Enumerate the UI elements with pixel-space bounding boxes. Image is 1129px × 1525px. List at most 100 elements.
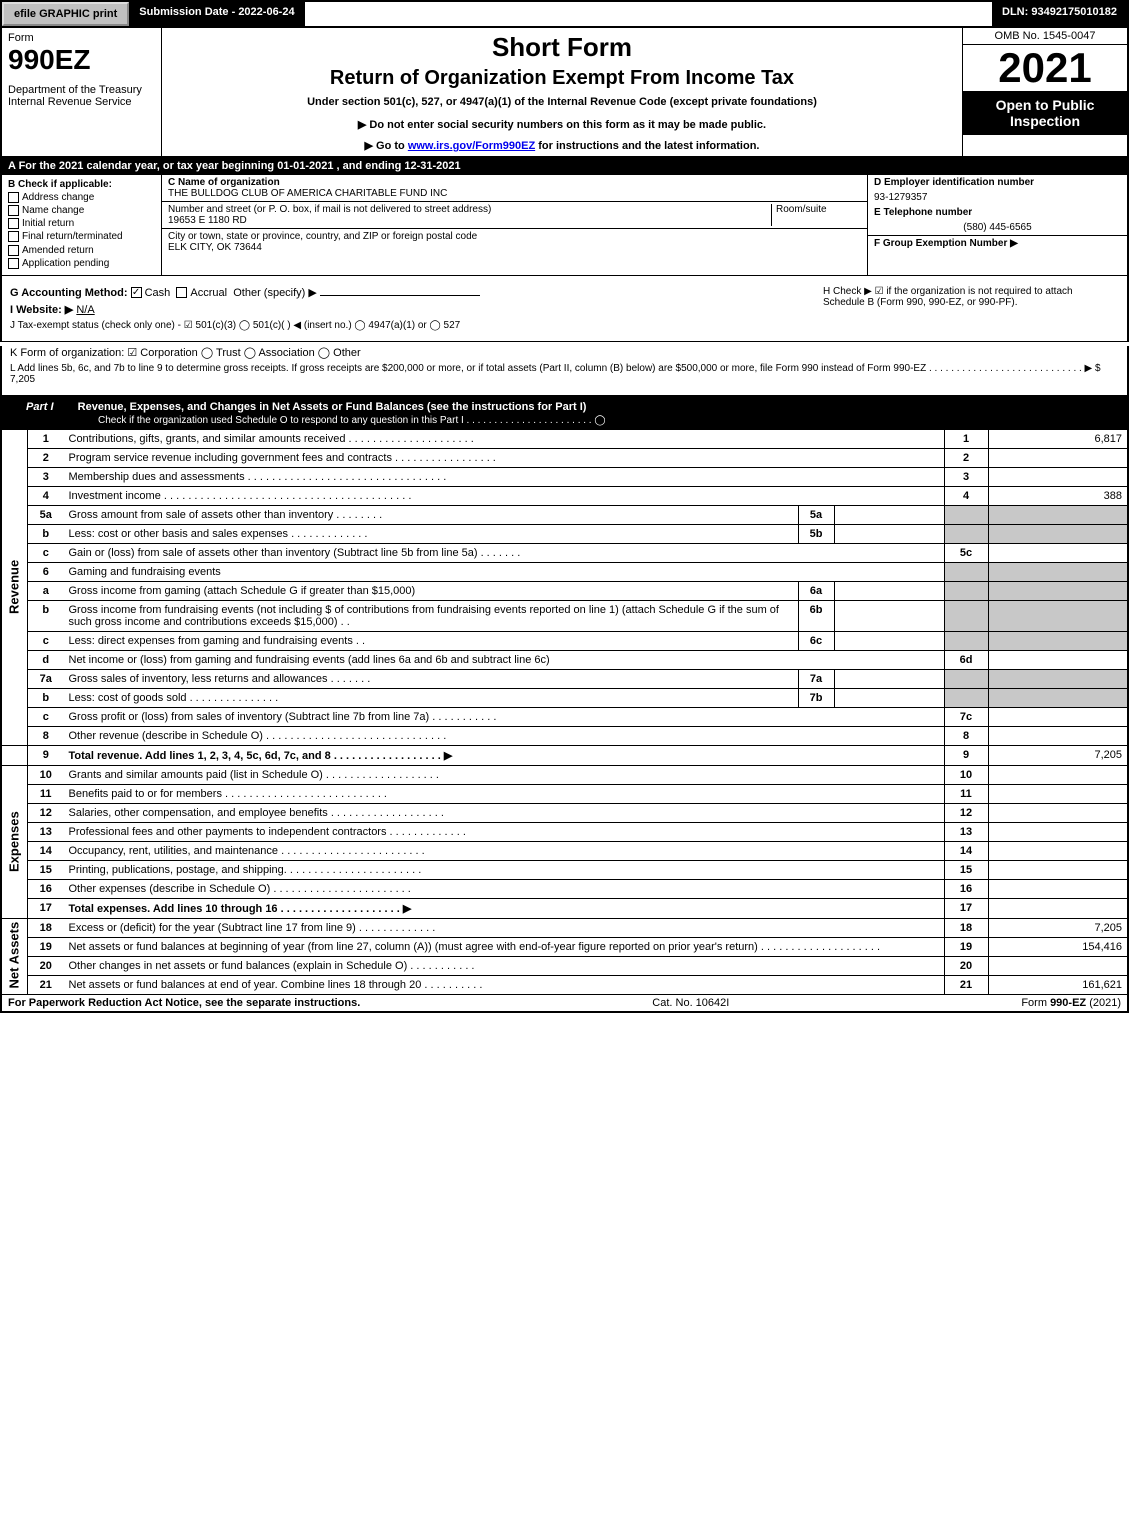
chk-cash[interactable]: ✓ — [131, 287, 142, 298]
val-8 — [988, 726, 1128, 745]
ln-12: 12 — [28, 803, 64, 822]
chk-name[interactable]: Name change — [8, 205, 155, 216]
val-2 — [988, 448, 1128, 467]
part1-label: Part I — [8, 399, 72, 415]
desc-3: Membership dues and assessments . . . . … — [64, 467, 945, 486]
org-name: THE BULLDOG CLUB OF AMERICA CHARITABLE F… — [168, 188, 447, 199]
ln-10: 10 — [28, 765, 64, 784]
ln-6d: d — [28, 650, 64, 669]
form-number: 990EZ — [8, 44, 155, 76]
submission-date: Submission Date - 2022-06-24 — [129, 2, 304, 26]
form-word: Form — [8, 32, 155, 44]
desc-11: Benefits paid to or for members . . . . … — [64, 784, 945, 803]
desc-14: Occupancy, rent, utilities, and maintena… — [64, 841, 945, 860]
subval-7a — [834, 669, 944, 688]
chk-address[interactable]: Address change — [8, 192, 155, 203]
shade-6b — [944, 600, 988, 631]
tax-year: 2021 — [963, 45, 1127, 91]
side-expenses: Expenses — [1, 765, 28, 918]
shade-5a — [944, 505, 988, 524]
tel-value: (580) 445-6565 — [868, 220, 1127, 235]
num-1: 1 — [944, 429, 988, 448]
lines-table: Revenue 1Contributions, gifts, grants, a… — [0, 429, 1129, 994]
val-4: 388 — [988, 486, 1128, 505]
val-15 — [988, 860, 1128, 879]
sub-6c: 6c — [798, 631, 834, 650]
ln-17: 17 — [28, 898, 64, 918]
desc-9: Total revenue. Add lines 1, 2, 3, 4, 5c,… — [64, 745, 945, 765]
ln-1: 1 — [28, 429, 64, 448]
title-cell: Short Form Return of Organization Exempt… — [162, 28, 963, 156]
open-to-public: Open to Public Inspection — [963, 91, 1127, 135]
desc-7a: Gross sales of inventory, less returns a… — [64, 669, 799, 688]
city-label: City or town, state or province, country… — [168, 231, 477, 242]
omb-number: OMB No. 1545-0047 — [963, 28, 1127, 45]
chk-amended[interactable]: Amended return — [8, 245, 155, 256]
desc-10: Grants and similar amounts paid (list in… — [64, 765, 945, 784]
shade-6c — [944, 631, 988, 650]
sub3-prefix: ▶ Go to — [365, 140, 408, 152]
chk-final[interactable]: Final return/terminated — [8, 231, 155, 242]
efile-print-button[interactable]: efile GRAPHIC print — [2, 2, 129, 26]
side-revenue: Revenue — [1, 429, 28, 745]
val-13 — [988, 822, 1128, 841]
chk-initial[interactable]: Initial return — [8, 218, 155, 229]
num-18: 18 — [944, 918, 988, 937]
subval-6c — [834, 631, 944, 650]
val-10 — [988, 765, 1128, 784]
ln-6a: a — [28, 581, 64, 600]
ln-15: 15 — [28, 860, 64, 879]
num-9: 9 — [944, 745, 988, 765]
desc-6: Gaming and fundraising events — [64, 562, 945, 581]
num-15: 15 — [944, 860, 988, 879]
val-9: 7,205 — [988, 745, 1128, 765]
num-3: 3 — [944, 467, 988, 486]
irs-link[interactable]: www.irs.gov/Form990EZ — [408, 140, 535, 152]
chk-accrual[interactable] — [176, 287, 187, 298]
sub-6a: 6a — [798, 581, 834, 600]
num-5c: 5c — [944, 543, 988, 562]
desc-6a: Gross income from gaming (attach Schedul… — [64, 581, 799, 600]
subval-6a — [834, 581, 944, 600]
col-B: B Check if applicable: Address change Na… — [2, 175, 162, 275]
desc-15: Printing, publications, postage, and shi… — [64, 860, 945, 879]
shade-7a — [944, 669, 988, 688]
desc-18: Excess or (deficit) for the year (Subtra… — [64, 918, 945, 937]
ln-6b: b — [28, 600, 64, 631]
num-11: 11 — [944, 784, 988, 803]
shadev-7a — [988, 669, 1128, 688]
ln-5b: b — [28, 524, 64, 543]
num-13: 13 — [944, 822, 988, 841]
shadev-6a — [988, 581, 1128, 600]
desc-13: Professional fees and other payments to … — [64, 822, 945, 841]
ln-7a: 7a — [28, 669, 64, 688]
ln-18: 18 — [28, 918, 64, 937]
irs-label: Internal Revenue Service — [8, 96, 155, 108]
shadev-6c — [988, 631, 1128, 650]
form-id-cell: Form 990EZ Department of the Treasury In… — [2, 28, 162, 156]
website-value: N/A — [76, 304, 94, 316]
sub3-suffix: for instructions and the latest informat… — [535, 140, 759, 152]
dept-label: Department of the Treasury — [8, 84, 155, 96]
ln-5c: c — [28, 543, 64, 562]
B-title: B Check if applicable: — [8, 179, 155, 190]
line-H: H Check ▶ ☑ if the organization is not r… — [819, 282, 1119, 335]
desc-20: Other changes in net assets or fund bala… — [64, 956, 945, 975]
val-11 — [988, 784, 1128, 803]
desc-7b: Less: cost of goods sold . . . . . . . .… — [64, 688, 799, 707]
ln-5a: 5a — [28, 505, 64, 524]
ln-7c: c — [28, 707, 64, 726]
ln-21: 21 — [28, 975, 64, 994]
num-12: 12 — [944, 803, 988, 822]
num-20: 20 — [944, 956, 988, 975]
chk-pending[interactable]: Application pending — [8, 258, 155, 269]
desc-19: Net assets or fund balances at beginning… — [64, 937, 945, 956]
num-17: 17 — [944, 898, 988, 918]
desc-5c: Gain or (loss) from sale of assets other… — [64, 543, 945, 562]
num-8: 8 — [944, 726, 988, 745]
desc-16: Other expenses (describe in Schedule O) … — [64, 879, 945, 898]
part1-header: Part I Revenue, Expenses, and Changes in… — [0, 396, 1129, 429]
ln-20: 20 — [28, 956, 64, 975]
desc-8: Other revenue (describe in Schedule O) .… — [64, 726, 945, 745]
shade-6 — [944, 562, 988, 581]
